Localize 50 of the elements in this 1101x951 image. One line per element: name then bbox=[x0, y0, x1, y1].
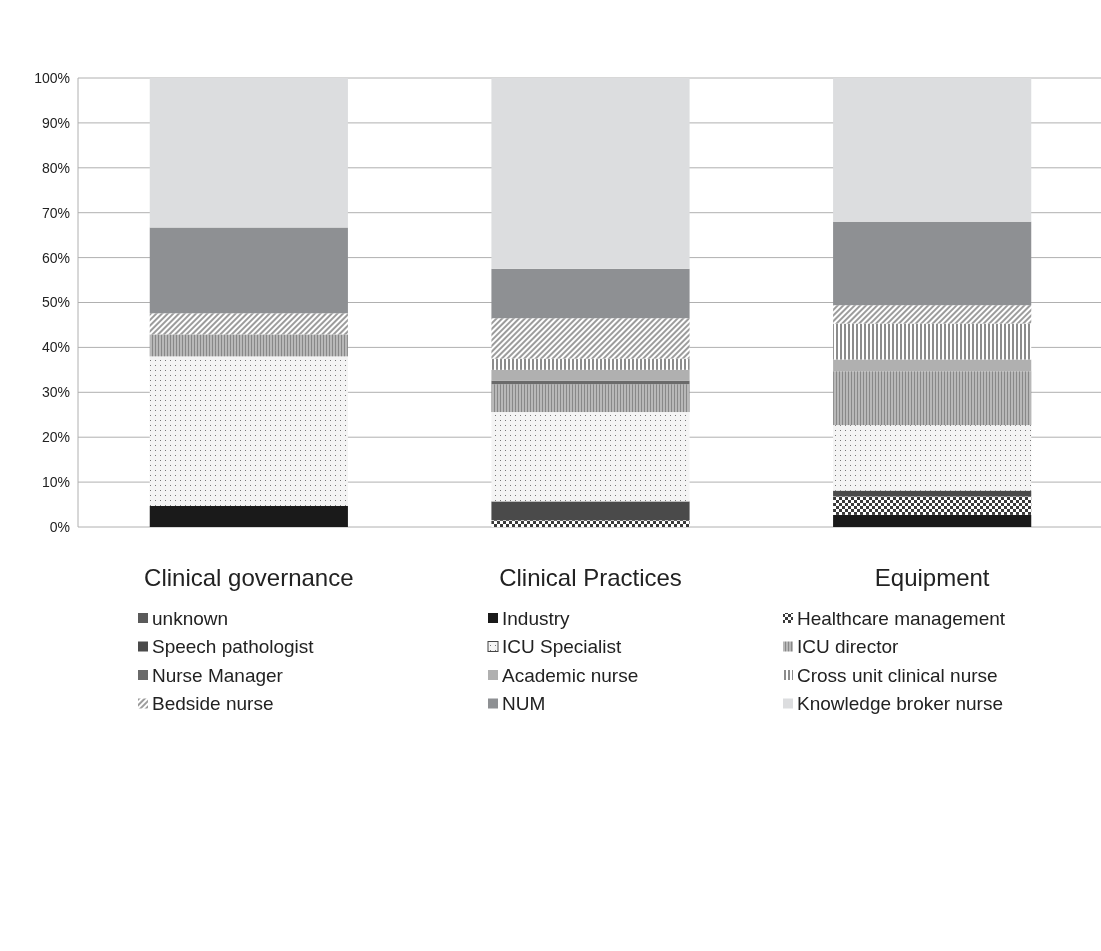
bar bbox=[491, 384, 690, 413]
bar bbox=[833, 78, 1032, 222]
legend-label: NUM bbox=[502, 693, 546, 715]
bar bbox=[833, 359, 1032, 372]
bar bbox=[833, 371, 1032, 426]
y-tick-label: 50% bbox=[41, 294, 70, 311]
x-tick-label: Clinical governance bbox=[144, 564, 354, 591]
bar bbox=[491, 268, 690, 319]
legend-label: unknown bbox=[152, 607, 229, 629]
x-tick-label: Clinical Practices bbox=[499, 564, 682, 591]
bar bbox=[833, 496, 1032, 515]
legend-label: Industry bbox=[502, 607, 571, 629]
bar bbox=[149, 505, 348, 527]
y-tick-label: 0% bbox=[49, 518, 70, 535]
bar bbox=[491, 358, 690, 370]
legend-label: Nurse Manager bbox=[152, 664, 284, 686]
bar bbox=[833, 323, 1032, 360]
y-tick-label: 70% bbox=[41, 204, 70, 221]
y-tick-label: 20% bbox=[41, 429, 70, 446]
y-tick-label: 100% bbox=[34, 69, 70, 86]
bar bbox=[491, 318, 690, 359]
legend-label: Healthcare management bbox=[797, 607, 1006, 629]
legend-label: Academic nurse bbox=[502, 664, 639, 686]
y-tick-label: 10% bbox=[41, 474, 70, 490]
bar bbox=[491, 369, 690, 381]
bar bbox=[149, 313, 348, 335]
y-tick-label: 80% bbox=[41, 159, 70, 176]
legend-label: Speech pathologist bbox=[152, 636, 315, 658]
x-tick-label: Equipment bbox=[874, 564, 990, 591]
legend-label: Knowledge broker nurse bbox=[797, 693, 1003, 715]
bar bbox=[833, 221, 1032, 306]
y-tick-label: 40% bbox=[41, 339, 70, 356]
bar bbox=[491, 520, 690, 527]
legend-label: Cross unit clinical nurse bbox=[797, 664, 998, 686]
legend-label: ICU Specialist bbox=[502, 636, 623, 658]
bar bbox=[833, 425, 1032, 491]
y-tick-label: 90% bbox=[41, 114, 70, 131]
bar bbox=[491, 501, 690, 521]
bar bbox=[149, 356, 348, 506]
bar bbox=[491, 412, 690, 502]
bar bbox=[149, 334, 348, 357]
bar bbox=[149, 78, 348, 228]
y-tick-label: 30% bbox=[41, 384, 70, 401]
bar bbox=[833, 305, 1032, 324]
y-tick-label: 60% bbox=[41, 249, 70, 266]
bar bbox=[149, 227, 348, 314]
bar bbox=[833, 514, 1032, 527]
legend-label: ICU director bbox=[797, 636, 900, 658]
bar bbox=[491, 78, 690, 269]
legend-label: Bedside nurse bbox=[152, 693, 274, 715]
